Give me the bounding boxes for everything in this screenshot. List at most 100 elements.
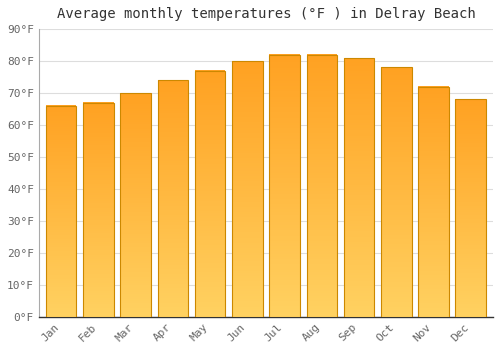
Bar: [306, 138, 337, 141]
Bar: [46, 196, 76, 199]
Bar: [344, 91, 374, 94]
Bar: [418, 277, 448, 280]
Bar: [306, 228, 337, 230]
Bar: [46, 219, 76, 222]
Bar: [195, 100, 226, 103]
Bar: [158, 111, 188, 113]
Bar: [418, 271, 448, 273]
Bar: [120, 281, 151, 283]
Bar: [120, 115, 151, 118]
Bar: [232, 240, 262, 243]
Bar: [381, 281, 412, 285]
Bar: [418, 291, 448, 294]
Bar: [46, 194, 76, 197]
Bar: [120, 294, 151, 297]
Bar: [270, 133, 300, 136]
Bar: [83, 248, 114, 250]
Bar: [381, 70, 412, 72]
Bar: [418, 192, 448, 195]
Bar: [456, 142, 486, 145]
Bar: [418, 252, 448, 255]
Bar: [306, 73, 337, 76]
Bar: [46, 289, 76, 292]
Bar: [306, 122, 337, 125]
Bar: [418, 227, 448, 229]
Bar: [232, 234, 262, 238]
Bar: [456, 275, 486, 278]
Bar: [46, 160, 76, 163]
Bar: [270, 159, 300, 162]
Bar: [120, 218, 151, 220]
Bar: [456, 188, 486, 191]
Bar: [381, 274, 412, 277]
Bar: [306, 156, 337, 160]
Bar: [270, 57, 300, 60]
Bar: [456, 266, 486, 269]
Bar: [232, 66, 262, 69]
Bar: [83, 265, 114, 267]
Bar: [46, 257, 76, 260]
Bar: [46, 264, 76, 266]
Bar: [83, 197, 114, 199]
Bar: [381, 127, 412, 130]
Bar: [195, 127, 226, 130]
Bar: [344, 192, 374, 195]
Bar: [418, 199, 448, 202]
Bar: [418, 303, 448, 305]
Bar: [270, 253, 300, 257]
Bar: [456, 258, 486, 260]
Bar: [344, 275, 374, 278]
Bar: [381, 261, 412, 265]
Bar: [270, 193, 300, 196]
Bar: [418, 144, 448, 146]
Bar: [456, 182, 486, 184]
Bar: [381, 269, 412, 272]
Bar: [418, 162, 448, 165]
Bar: [344, 190, 374, 193]
Bar: [46, 295, 76, 298]
Bar: [381, 75, 412, 77]
Bar: [270, 282, 300, 285]
Bar: [232, 94, 262, 97]
Bar: [195, 299, 226, 302]
Bar: [381, 219, 412, 222]
Bar: [344, 285, 374, 288]
Bar: [46, 300, 76, 302]
Bar: [120, 140, 151, 142]
Bar: [381, 94, 412, 97]
Bar: [158, 136, 188, 139]
Bar: [46, 314, 76, 317]
Bar: [158, 82, 188, 85]
Bar: [232, 265, 262, 268]
Bar: [418, 114, 448, 117]
Bar: [418, 264, 448, 266]
Bar: [195, 134, 226, 137]
Bar: [195, 252, 226, 255]
Bar: [83, 222, 114, 225]
Bar: [270, 156, 300, 160]
Bar: [46, 133, 76, 135]
Bar: [456, 119, 486, 121]
Bar: [120, 205, 151, 207]
Bar: [158, 236, 188, 239]
Bar: [232, 199, 262, 202]
Bar: [158, 94, 188, 97]
Bar: [381, 172, 412, 175]
Bar: [83, 263, 114, 265]
Bar: [456, 151, 486, 154]
Bar: [158, 269, 188, 272]
Bar: [46, 198, 76, 201]
Bar: [232, 227, 262, 230]
Bar: [195, 183, 226, 186]
Bar: [456, 273, 486, 275]
Bar: [120, 111, 151, 113]
Bar: [158, 201, 188, 203]
Bar: [270, 154, 300, 157]
Bar: [456, 160, 486, 162]
Bar: [270, 149, 300, 152]
Bar: [306, 154, 337, 157]
Bar: [456, 253, 486, 256]
Bar: [195, 233, 226, 236]
Bar: [46, 222, 76, 224]
Bar: [381, 224, 412, 227]
